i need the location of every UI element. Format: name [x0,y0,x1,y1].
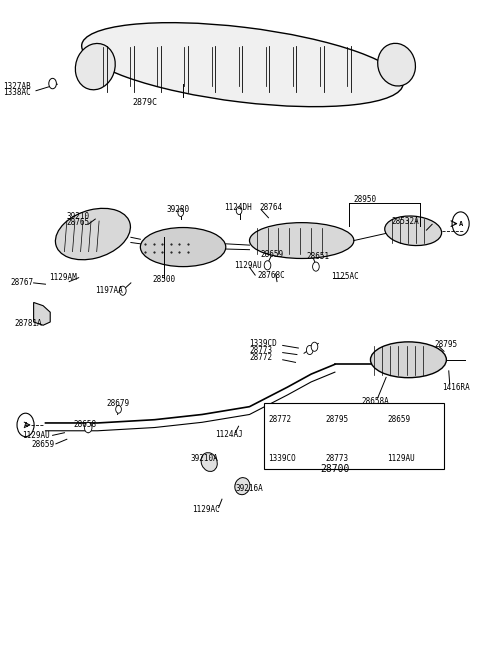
Text: 2879C: 2879C [132,98,157,107]
Text: 39280: 39280 [167,205,190,214]
Text: 28765: 28765 [67,218,90,227]
Text: 28768C: 28768C [257,271,285,281]
Text: 1338AC: 1338AC [3,88,31,97]
Text: 28795: 28795 [325,415,348,424]
Text: 28659: 28659 [31,440,54,449]
Text: 28767: 28767 [11,279,34,287]
Text: 39210: 39210 [67,212,90,221]
Text: 28659: 28659 [261,250,284,260]
Text: 1129AU: 1129AU [22,432,49,440]
Polygon shape [34,302,50,325]
Ellipse shape [235,478,250,495]
Ellipse shape [55,208,131,260]
Text: 28532A: 28532A [392,217,420,225]
Text: 1125AC: 1125AC [332,272,360,281]
Circle shape [84,422,92,433]
Text: 28659: 28659 [387,415,410,424]
Text: 28781A: 28781A [14,319,42,328]
Text: 28658: 28658 [73,420,96,430]
Text: 1327AB: 1327AB [3,81,31,91]
Text: 28773: 28773 [250,346,273,355]
Text: A: A [24,422,28,428]
Text: 28772: 28772 [250,353,273,362]
Ellipse shape [140,227,226,267]
Text: 1129AC: 1129AC [192,505,220,514]
Bar [264,403,444,468]
Ellipse shape [385,216,442,246]
Text: 39216A: 39216A [235,484,263,493]
Text: 28773: 28773 [325,454,348,463]
Text: 1416RA: 1416RA [442,382,469,392]
Text: 28679: 28679 [106,399,129,408]
Circle shape [264,261,271,270]
Text: 28651: 28651 [306,252,330,261]
Ellipse shape [75,43,115,90]
Circle shape [311,342,318,351]
Text: 1129AM: 1129AM [49,273,77,283]
Text: 1197AA: 1197AA [96,286,123,295]
Text: 28700: 28700 [320,464,349,474]
Ellipse shape [82,22,403,106]
Circle shape [306,346,313,355]
Text: 28500: 28500 [152,275,175,284]
Text: 28764: 28764 [259,203,282,212]
Circle shape [312,262,319,271]
Text: 39210A: 39210A [190,454,218,463]
Circle shape [49,78,56,89]
Text: 1124DH: 1124DH [224,203,252,212]
Text: 28772: 28772 [268,415,291,424]
Text: 1124AJ: 1124AJ [216,430,243,439]
Circle shape [178,209,183,216]
Text: 1339CO: 1339CO [268,454,296,463]
Text: 1129AU: 1129AU [387,454,415,463]
Circle shape [120,286,126,295]
Ellipse shape [378,43,416,86]
Circle shape [236,207,242,214]
Text: 28950: 28950 [354,195,377,204]
Circle shape [116,405,121,413]
Text: 1339CD: 1339CD [250,339,277,348]
Ellipse shape [371,342,446,378]
Text: 28795: 28795 [434,340,457,349]
Text: 1129AU: 1129AU [234,261,262,271]
Text: A: A [458,221,463,227]
Ellipse shape [250,223,354,258]
Text: 28658A: 28658A [361,397,389,406]
Ellipse shape [201,453,217,472]
